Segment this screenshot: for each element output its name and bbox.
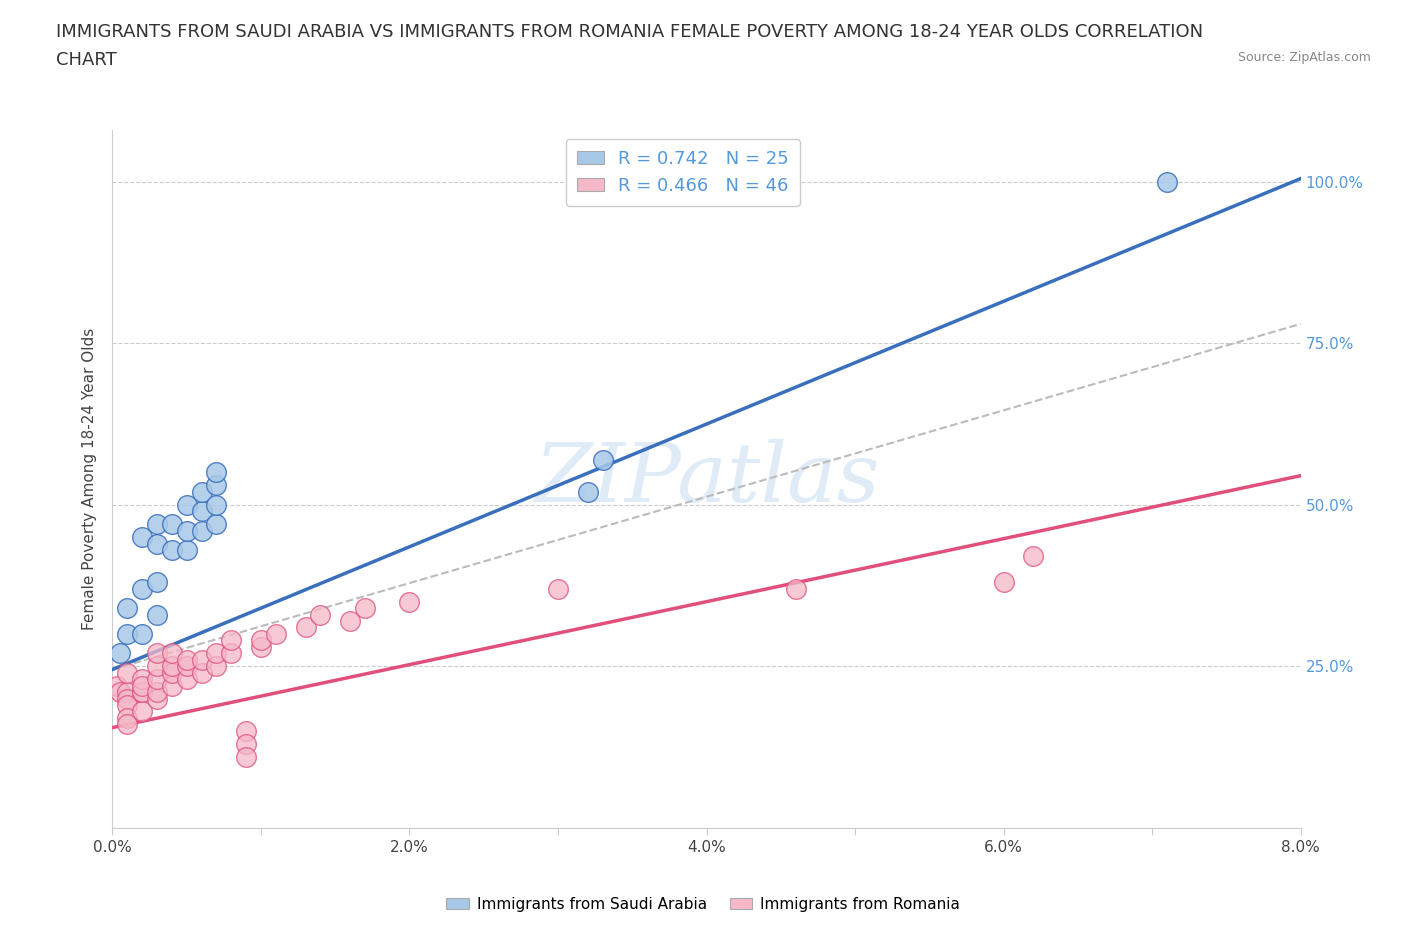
Legend: R = 0.742   N = 25, R = 0.466   N = 46: R = 0.742 N = 25, R = 0.466 N = 46 — [565, 140, 800, 206]
Point — [117, 665, 139, 680]
Point — [354, 601, 377, 616]
Point — [205, 658, 228, 673]
Point — [117, 698, 139, 712]
Point — [176, 498, 198, 512]
Point — [146, 517, 169, 532]
Point — [117, 691, 139, 706]
Point — [117, 711, 139, 725]
Point — [205, 478, 228, 493]
Point — [190, 524, 212, 538]
Text: CHART: CHART — [56, 51, 117, 69]
Point — [205, 646, 228, 661]
Point — [205, 498, 228, 512]
Point — [160, 542, 183, 557]
Point — [1022, 549, 1045, 564]
Y-axis label: Female Poverty Among 18-24 Year Olds: Female Poverty Among 18-24 Year Olds — [82, 328, 97, 631]
Point — [294, 620, 316, 635]
Text: IMMIGRANTS FROM SAUDI ARABIA VS IMMIGRANTS FROM ROMANIA FEMALE POVERTY AMONG 18-: IMMIGRANTS FROM SAUDI ARABIA VS IMMIGRAN… — [56, 23, 1204, 41]
Point — [131, 704, 153, 719]
Point — [146, 646, 169, 661]
Point — [160, 665, 183, 680]
Point — [176, 671, 198, 686]
Point — [264, 627, 287, 642]
Point — [250, 633, 273, 648]
Point — [190, 504, 212, 519]
Point — [131, 581, 153, 596]
Point — [592, 452, 614, 467]
Point — [117, 684, 139, 699]
Point — [176, 658, 198, 673]
Point — [146, 658, 169, 673]
Point — [117, 717, 139, 732]
Legend: Immigrants from Saudi Arabia, Immigrants from Romania: Immigrants from Saudi Arabia, Immigrants… — [440, 891, 966, 918]
Point — [108, 646, 131, 661]
Point — [146, 607, 169, 622]
Point — [398, 594, 420, 609]
Point — [160, 678, 183, 693]
Text: Source: ZipAtlas.com: Source: ZipAtlas.com — [1237, 51, 1371, 64]
Point — [146, 671, 169, 686]
Point — [176, 524, 198, 538]
Point — [235, 737, 257, 751]
Point — [547, 581, 569, 596]
Point — [205, 465, 228, 480]
Point — [190, 485, 212, 499]
Point — [176, 652, 198, 667]
Point — [117, 627, 139, 642]
Point — [146, 536, 169, 551]
Point — [131, 684, 153, 699]
Point — [205, 517, 228, 532]
Point — [160, 658, 183, 673]
Point — [160, 517, 183, 532]
Text: ZIPatlas: ZIPatlas — [534, 439, 879, 519]
Point — [219, 633, 243, 648]
Point — [993, 575, 1015, 590]
Point — [131, 684, 153, 699]
Point — [176, 542, 198, 557]
Point — [131, 678, 153, 693]
Point — [190, 652, 212, 667]
Point — [235, 750, 257, 764]
Point — [190, 665, 212, 680]
Point — [785, 581, 807, 596]
Point — [117, 601, 139, 616]
Point — [131, 671, 153, 686]
Point — [131, 627, 153, 642]
Point — [105, 678, 128, 693]
Point — [309, 607, 332, 622]
Point — [235, 724, 257, 738]
Point — [146, 575, 169, 590]
Point — [146, 684, 169, 699]
Point — [160, 646, 183, 661]
Point — [146, 691, 169, 706]
Point — [250, 640, 273, 655]
Point — [219, 646, 243, 661]
Point — [108, 684, 131, 699]
Point — [576, 485, 599, 499]
Point — [339, 614, 361, 629]
Point — [1156, 175, 1178, 190]
Point — [131, 530, 153, 545]
